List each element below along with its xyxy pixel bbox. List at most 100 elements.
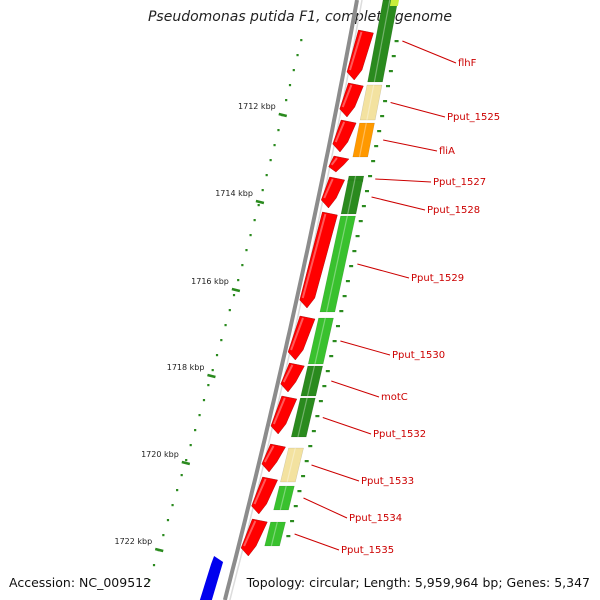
ruler-dot	[166, 519, 170, 522]
gene-stripe	[286, 447, 296, 483]
label-connector	[390, 102, 446, 118]
ruler-dot	[237, 279, 240, 282]
ruler-dot	[176, 489, 179, 492]
scale-tick	[255, 199, 265, 205]
gene-stripe	[347, 179, 356, 215]
gene-stripe	[358, 122, 367, 158]
ruler-dot	[194, 429, 197, 432]
ruler-dot	[296, 54, 299, 57]
gene-stripe	[373, 0, 391, 83]
ruler-dot	[253, 219, 256, 222]
gene-reverse-fliA[interactable]	[352, 122, 375, 158]
gene-blue[interactable]	[199, 556, 224, 600]
gene-tick	[311, 430, 316, 433]
gene-label-flhF[interactable]: flhF	[458, 58, 477, 69]
gene-tick	[380, 115, 385, 118]
gene-highlight	[272, 397, 286, 425]
scale-tick	[207, 373, 216, 379]
gene-forward-Pput_1535[interactable]	[240, 518, 268, 557]
ruler-dot	[215, 354, 219, 357]
gene-fragment[interactable]	[389, 0, 399, 6]
gene-reverse-Pput_1528[interactable]	[340, 179, 364, 215]
gene-reverse-Pput_1529[interactable]	[319, 215, 356, 313]
map-title: Pseudomonas putida F1, complete genome	[147, 9, 453, 25]
gene-label-Pput_1530[interactable]: Pput_1530	[392, 350, 445, 361]
gene-label-Pput_1527[interactable]: Pput_1527	[433, 177, 486, 188]
gene-tick	[286, 535, 291, 538]
gene-forward-Pput_1533[interactable]	[261, 443, 286, 473]
topology-text: Topology: circular; Length: 5,959,964 bp…	[246, 575, 590, 590]
gene-stripe	[279, 485, 287, 511]
gene-labels: flhF Pput_1525 fliA Pput_1527 Pput_1528 Pput_…	[294, 40, 500, 556]
gene-forward-Pput_1525[interactable]	[339, 82, 364, 118]
gene-stripe	[270, 521, 278, 547]
gene-label-Pput_1532[interactable]: Pput_1532	[373, 429, 426, 440]
gene-label-Pput_1535[interactable]: Pput_1535	[341, 545, 394, 556]
gene-highlight	[323, 178, 334, 199]
gene-label-Pput_1529[interactable]: Pput_1529	[411, 273, 464, 284]
label-connector	[402, 40, 457, 64]
gene-reverse-Pput_1532[interactable]	[290, 397, 316, 438]
gene-tick	[361, 205, 366, 208]
label-connector	[383, 139, 438, 152]
genome-backbone	[222, 0, 363, 600]
ruler-dot	[245, 249, 248, 252]
gene-highlight	[253, 478, 267, 505]
gene-highlight	[334, 121, 346, 143]
gene-label-motC[interactable]: motC	[381, 392, 408, 403]
gene-tick	[322, 385, 327, 388]
scale-tick	[278, 112, 288, 118]
gene-tick	[293, 505, 298, 508]
gene-forward-flhF[interactable]	[346, 29, 374, 81]
gene-tick	[308, 445, 313, 448]
gene-reverse-flhF[interactable]	[367, 0, 399, 83]
gene-forward-Pput_1532[interactable]	[270, 395, 298, 435]
gene-forward-Pput_1534[interactable]	[251, 476, 278, 515]
gene-highlight	[349, 31, 363, 71]
label-connector	[375, 178, 432, 183]
gene-reverse-Pput_1525[interactable]	[359, 84, 383, 121]
gene-forward-Pput_1530[interactable]	[287, 315, 316, 361]
gene-reverse-motC[interactable]	[300, 365, 323, 397]
gene-label-fliA[interactable]: fliA	[439, 146, 455, 157]
gene-tick	[358, 220, 363, 223]
ruler-dot	[241, 264, 244, 267]
gene-label-Pput_1525[interactable]: Pput_1525	[447, 112, 500, 123]
gene-highlight	[301, 213, 327, 299]
label-connector	[303, 497, 348, 519]
gene-forward-Pput_1528[interactable]	[321, 176, 345, 209]
gene-label-Pput_1533[interactable]: Pput_1533	[361, 476, 414, 487]
gene-tick	[318, 400, 323, 403]
scale-label: 1714 kbp	[215, 189, 253, 198]
gene-reverse-Pput_1534[interactable]	[273, 485, 295, 511]
gene-highlight	[290, 317, 304, 351]
label-connector	[357, 263, 410, 279]
scale-label: 1720 kbp	[141, 450, 179, 459]
ruler-dot	[277, 129, 280, 132]
gene-tick	[349, 265, 354, 268]
gene-highlight	[243, 520, 257, 547]
gene-reverse-Pput_1535[interactable]	[264, 521, 286, 547]
gene-tick	[345, 280, 350, 283]
gene-forward-Pput_1527[interactable]	[328, 155, 350, 173]
gene-stripe	[314, 317, 326, 365]
gene-tick	[304, 460, 309, 463]
label-connector	[371, 196, 426, 211]
gene-reverse-Pput_1530[interactable]	[307, 317, 334, 365]
gene-tick	[383, 100, 388, 103]
gene-forward-fliA[interactable]	[332, 119, 357, 153]
gene-label-Pput_1528[interactable]: Pput_1528	[427, 205, 480, 216]
gene-forward-Pput_1529[interactable]	[299, 211, 338, 309]
gene-stripe	[297, 397, 308, 438]
ruler-dot	[202, 399, 206, 402]
gene-reverse-Pput_1533[interactable]	[280, 447, 304, 483]
gene-label-Pput_1534[interactable]: Pput_1534	[349, 513, 402, 524]
gene-forward-motC[interactable]	[280, 362, 305, 393]
gene-tick	[371, 160, 376, 163]
scale-label: 1712 kbp	[238, 102, 276, 111]
scale-label: 1716 kbp	[191, 277, 229, 286]
gene-highlight	[341, 84, 353, 108]
label-connector	[294, 533, 340, 551]
ruler-dot	[207, 384, 210, 387]
